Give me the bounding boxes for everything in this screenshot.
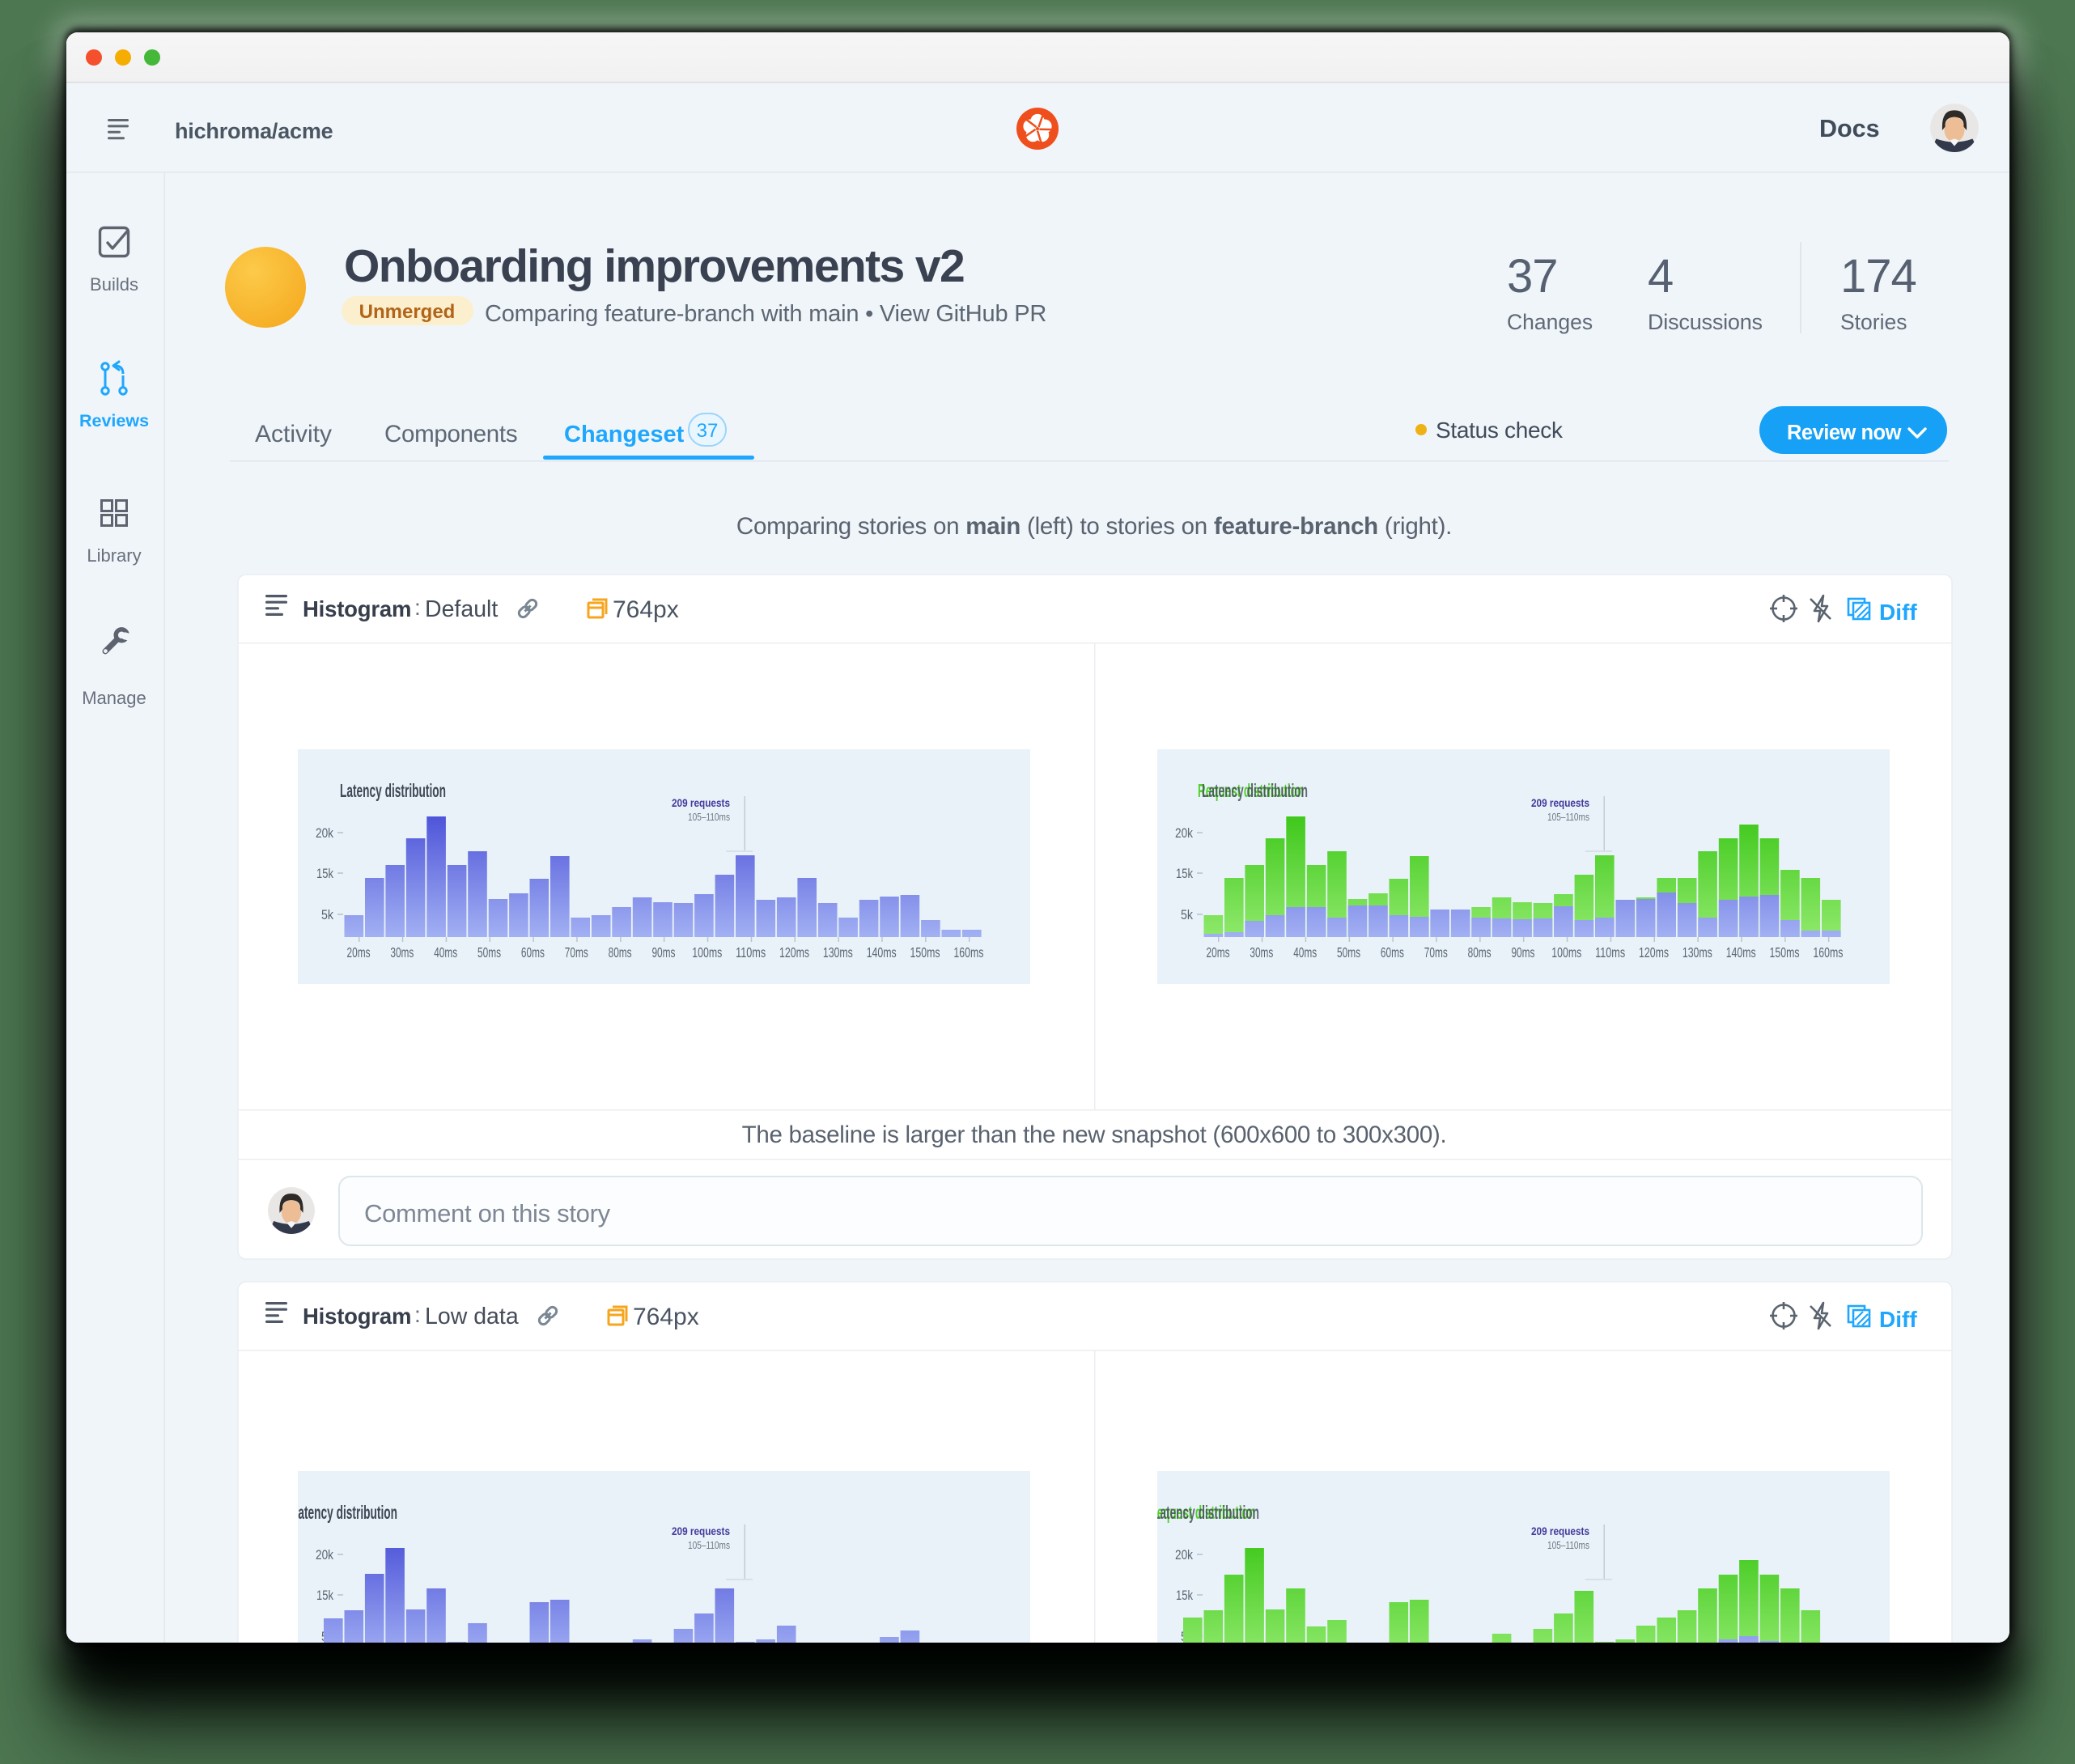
svg-text:Components: Components (384, 421, 517, 447)
svg-text:Diff: Diff (1879, 600, 1917, 625)
svg-text:70ms: 70ms (565, 944, 588, 960)
svg-text:150ms: 150ms (1770, 944, 1800, 960)
svg-text:174: 174 (1840, 250, 1916, 303)
svg-text:40ms: 40ms (434, 944, 457, 960)
svg-text:130ms: 130ms (823, 944, 853, 960)
svg-text::: : (414, 595, 421, 620)
svg-text:15k: 15k (316, 866, 333, 881)
svg-text:Latency distribution: Latency distribution (1202, 780, 1308, 801)
svg-text:209 requests: 209 requests (1531, 797, 1589, 809)
svg-text:120ms: 120ms (1639, 944, 1669, 960)
svg-text:209 requests: 209 requests (1531, 1525, 1589, 1537)
svg-text:30ms: 30ms (1250, 944, 1273, 960)
svg-text:Reviews: Reviews (79, 411, 149, 430)
svg-text:20k: 20k (316, 1547, 333, 1563)
svg-text:120ms: 120ms (779, 944, 809, 960)
svg-text:764px: 764px (633, 1304, 699, 1330)
svg-text:Latency distribution: Latency distribution (291, 1502, 397, 1523)
svg-text:105–110ms: 105–110ms (1547, 812, 1589, 823)
svg-text:5k: 5k (321, 907, 333, 922)
svg-text:90ms: 90ms (651, 944, 675, 960)
svg-text:50ms: 50ms (1337, 944, 1360, 960)
svg-text:37: 37 (1507, 250, 1558, 303)
svg-text:Discussions: Discussions (1648, 310, 1763, 334)
svg-text:20k: 20k (1175, 825, 1193, 841)
svg-text:Docs: Docs (1819, 115, 1880, 142)
svg-text:Low data: Low data (425, 1304, 519, 1329)
svg-text:4: 4 (1648, 250, 1674, 303)
svg-text:Status check: Status check (1436, 418, 1564, 443)
svg-text:90ms: 90ms (1511, 944, 1534, 960)
svg-text:The baseline is larger than th: The baseline is larger than the new snap… (742, 1122, 1447, 1148)
svg-text:Histogram: Histogram (303, 1304, 411, 1329)
svg-text:Histogram: Histogram (303, 596, 411, 621)
svg-text:110ms: 110ms (1595, 944, 1625, 960)
svg-text:Stories: Stories (1840, 310, 1907, 334)
svg-text:5k: 5k (1181, 907, 1193, 922)
svg-text:Latency distribution: Latency distribution (1153, 1502, 1259, 1523)
svg-text:Activity: Activity (255, 421, 332, 447)
svg-text:209 requests: 209 requests (672, 1525, 730, 1537)
svg-text:40ms: 40ms (1293, 944, 1317, 960)
svg-text:140ms: 140ms (867, 944, 897, 960)
svg-text:Builds: Builds (90, 274, 138, 295)
svg-text:Default: Default (425, 596, 498, 622)
svg-text:130ms: 130ms (1682, 944, 1712, 960)
svg-text:Changes: Changes (1507, 310, 1593, 334)
svg-text:20ms: 20ms (1207, 944, 1230, 960)
svg-text:Onboarding improvements v2: Onboarding improvements v2 (344, 240, 964, 292)
svg-text:Request distribution: Request distribution (1198, 780, 1304, 801)
svg-text:20k: 20k (1175, 1547, 1193, 1563)
svg-text:60ms: 60ms (1381, 944, 1404, 960)
svg-text:764px: 764px (613, 596, 679, 623)
svg-text:20k: 20k (316, 825, 333, 841)
svg-text:15k: 15k (1176, 1588, 1193, 1603)
svg-text:Review now: Review now (1787, 422, 1902, 444)
svg-text:15k: 15k (1176, 866, 1193, 881)
svg-text::: : (414, 1302, 421, 1327)
svg-text:160ms: 160ms (1813, 944, 1843, 960)
svg-text:Comparing stories on main (lef: Comparing stories on main (left) to stor… (736, 513, 1452, 540)
svg-text:80ms: 80ms (609, 944, 632, 960)
svg-text:140ms: 140ms (1726, 944, 1756, 960)
svg-text:Library: Library (87, 545, 141, 566)
svg-text:150ms: 150ms (910, 944, 940, 960)
svg-text:37: 37 (697, 420, 719, 442)
svg-text:160ms: 160ms (953, 944, 983, 960)
svg-text:Manage: Manage (82, 688, 146, 708)
svg-text:110ms: 110ms (736, 944, 766, 960)
svg-text:105–110ms: 105–110ms (688, 1540, 730, 1551)
svg-text:20ms: 20ms (347, 944, 371, 960)
svg-text:15k: 15k (316, 1588, 333, 1603)
svg-text:50ms: 50ms (477, 944, 501, 960)
svg-text:hichroma/acme: hichroma/acme (175, 119, 333, 143)
svg-text:Changeset: Changeset (564, 422, 685, 447)
svg-text:60ms: 60ms (521, 944, 545, 960)
svg-text:Comment on this story: Comment on this story (364, 1199, 611, 1228)
svg-text:Comparing feature-branch with: Comparing feature-branch with main • Vie… (485, 301, 1046, 327)
svg-text:100ms: 100ms (1551, 944, 1581, 960)
svg-text:Latency distribution: Latency distribution (340, 780, 446, 801)
svg-text:100ms: 100ms (692, 944, 722, 960)
svg-text:209 requests: 209 requests (672, 797, 730, 809)
svg-text:Unmerged: Unmerged (359, 301, 456, 323)
svg-text:80ms: 80ms (1468, 944, 1492, 960)
svg-text:30ms: 30ms (390, 944, 414, 960)
svg-text:70ms: 70ms (1424, 944, 1448, 960)
svg-text:105–110ms: 105–110ms (688, 812, 730, 823)
svg-text:Diff: Diff (1879, 1307, 1917, 1332)
svg-text:105–110ms: 105–110ms (1547, 1540, 1589, 1551)
svg-text:Request distribution: Request distribution (1149, 1502, 1255, 1523)
